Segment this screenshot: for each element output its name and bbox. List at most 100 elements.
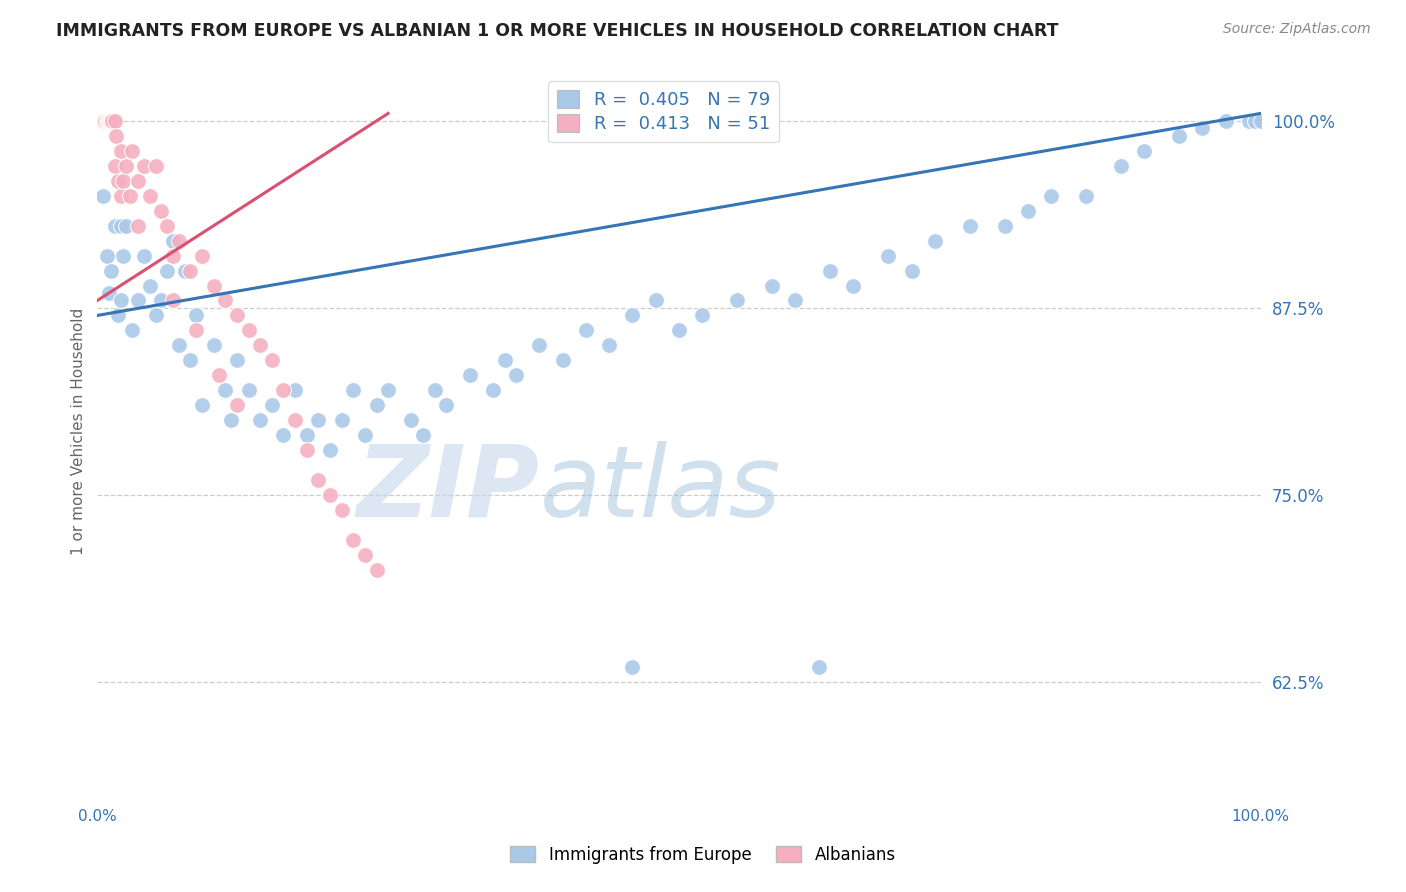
Point bbox=[138, 278, 160, 293]
Point bbox=[167, 234, 190, 248]
Point bbox=[877, 249, 900, 263]
Point bbox=[807, 660, 830, 674]
Point bbox=[644, 293, 666, 308]
Point bbox=[127, 219, 149, 233]
Point bbox=[1215, 114, 1237, 128]
Point bbox=[98, 114, 121, 128]
Point bbox=[412, 428, 434, 442]
Text: IMMIGRANTS FROM EUROPE VS ALBANIAN 1 OR MORE VEHICLES IN HOUSEHOLD CORRELATION C: IMMIGRANTS FROM EUROPE VS ALBANIAN 1 OR … bbox=[56, 22, 1059, 40]
Point bbox=[202, 278, 225, 293]
Point bbox=[150, 203, 173, 218]
Point bbox=[330, 413, 353, 427]
Point bbox=[621, 660, 644, 674]
Point bbox=[107, 309, 129, 323]
Point bbox=[91, 188, 114, 202]
Point bbox=[366, 398, 388, 412]
Point bbox=[104, 159, 127, 173]
Point bbox=[186, 323, 208, 337]
Point bbox=[1109, 159, 1132, 173]
Point bbox=[104, 128, 127, 143]
Point bbox=[761, 278, 783, 293]
Point bbox=[818, 263, 841, 277]
Text: atlas: atlas bbox=[540, 441, 780, 538]
Point bbox=[260, 398, 283, 412]
Point bbox=[295, 443, 318, 458]
Point bbox=[186, 309, 208, 323]
Point bbox=[127, 174, 149, 188]
Point bbox=[284, 413, 307, 427]
Point bbox=[191, 249, 214, 263]
Point bbox=[101, 114, 124, 128]
Point bbox=[354, 548, 377, 562]
Point bbox=[202, 338, 225, 352]
Point bbox=[668, 323, 690, 337]
Legend: Immigrants from Europe, Albanians: Immigrants from Europe, Albanians bbox=[503, 839, 903, 871]
Point bbox=[273, 428, 295, 442]
Point bbox=[690, 309, 713, 323]
Point bbox=[342, 533, 364, 547]
Point bbox=[354, 428, 377, 442]
Point bbox=[366, 563, 388, 577]
Point bbox=[97, 114, 120, 128]
Point bbox=[260, 353, 283, 368]
Point bbox=[994, 219, 1017, 233]
Point bbox=[1250, 114, 1272, 128]
Point bbox=[785, 293, 807, 308]
Point bbox=[156, 219, 179, 233]
Point bbox=[249, 413, 271, 427]
Point bbox=[307, 413, 329, 427]
Point bbox=[330, 503, 353, 517]
Point bbox=[434, 398, 457, 412]
Point bbox=[145, 309, 167, 323]
Point bbox=[226, 309, 249, 323]
Point bbox=[842, 278, 865, 293]
Point bbox=[238, 323, 260, 337]
Point bbox=[458, 368, 481, 383]
Point bbox=[94, 114, 117, 128]
Point bbox=[110, 144, 132, 158]
Point bbox=[115, 219, 138, 233]
Point bbox=[1191, 121, 1213, 136]
Point bbox=[115, 159, 138, 173]
Point bbox=[93, 114, 115, 128]
Point bbox=[150, 293, 173, 308]
Point bbox=[1040, 188, 1063, 202]
Point bbox=[132, 249, 155, 263]
Point bbox=[900, 263, 922, 277]
Y-axis label: 1 or more Vehicles in Household: 1 or more Vehicles in Household bbox=[72, 308, 86, 555]
Point bbox=[107, 174, 129, 188]
Point bbox=[273, 384, 295, 398]
Point bbox=[96, 114, 118, 128]
Point bbox=[319, 488, 342, 502]
Point bbox=[208, 368, 231, 383]
Point bbox=[121, 323, 143, 337]
Point bbox=[494, 353, 516, 368]
Point bbox=[162, 293, 184, 308]
Point bbox=[162, 249, 184, 263]
Point bbox=[1243, 114, 1265, 128]
Point bbox=[173, 263, 195, 277]
Point bbox=[1168, 128, 1191, 143]
Point bbox=[505, 368, 527, 383]
Point bbox=[214, 384, 236, 398]
Point bbox=[959, 219, 981, 233]
Point bbox=[377, 384, 399, 398]
Point bbox=[401, 413, 423, 427]
Point bbox=[319, 443, 342, 458]
Point bbox=[96, 249, 118, 263]
Point bbox=[575, 323, 598, 337]
Point bbox=[226, 398, 249, 412]
Point bbox=[423, 384, 446, 398]
Point bbox=[156, 263, 179, 277]
Point bbox=[179, 263, 201, 277]
Point bbox=[127, 293, 149, 308]
Point bbox=[111, 174, 134, 188]
Text: ZIP: ZIP bbox=[356, 441, 540, 538]
Point bbox=[138, 188, 160, 202]
Point bbox=[121, 144, 143, 158]
Point bbox=[214, 293, 236, 308]
Point bbox=[110, 219, 132, 233]
Point bbox=[98, 114, 121, 128]
Point bbox=[1133, 144, 1156, 158]
Point bbox=[104, 219, 127, 233]
